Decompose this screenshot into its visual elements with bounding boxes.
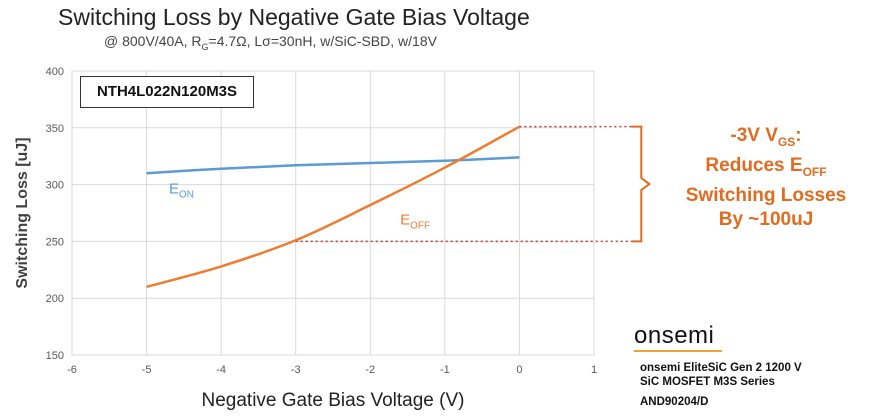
logo-underline bbox=[634, 350, 722, 352]
annotation-line-3: Switching Losses bbox=[685, 184, 847, 206]
subtitle-sub: G bbox=[201, 41, 209, 52]
y-tick-label: 300 bbox=[46, 180, 64, 192]
x-tick-label: 0 bbox=[516, 364, 522, 376]
annotation-colon: : bbox=[795, 125, 802, 146]
eoff-label-sub: OFF bbox=[410, 220, 430, 231]
x-tick-label: -1 bbox=[440, 364, 450, 376]
annotation-line-2: Reduces EOFF bbox=[676, 154, 856, 184]
annotation-callout: -3V VGS: Reduces EOFF Switching Losses B… bbox=[676, 124, 856, 232]
annotation-line-1: -3V VGS: bbox=[676, 124, 856, 154]
series-line-eoff bbox=[146, 125, 521, 289]
onsemi-logo: onsemi bbox=[634, 322, 715, 349]
y-tick-label: 400 bbox=[46, 66, 64, 78]
y-tick-label: 200 bbox=[46, 293, 64, 305]
x-tick-label: 1 bbox=[591, 364, 597, 376]
y-tick-label: 150 bbox=[46, 350, 64, 362]
x-axis-title: Negative Gate Bias Voltage (V) bbox=[202, 390, 465, 411]
annotation-eoff-sub: OFF bbox=[802, 164, 827, 179]
x-tick-label: -6 bbox=[67, 364, 77, 376]
annotation-vgs-sub: GS bbox=[777, 134, 796, 149]
series-label-eon: EON bbox=[169, 181, 194, 201]
x-tick-label: -4 bbox=[216, 364, 226, 376]
subtitle-post: =4.7Ω, Lσ=30nH, w/SiC-SBD, w/18V bbox=[208, 33, 437, 49]
plot-area-border bbox=[71, 70, 595, 356]
x-tick-label: -5 bbox=[142, 364, 152, 376]
series-label-eoff: EOFF bbox=[400, 211, 430, 231]
chart-title: Switching Loss by Negative Gate Bias Vol… bbox=[58, 4, 530, 30]
eoff-label-main: E bbox=[400, 211, 410, 228]
x-tick-label: -3 bbox=[291, 364, 301, 376]
brand-line-2: SiC MOSFET M3S Series bbox=[640, 376, 775, 388]
chart-subtitle: @ 800V/40A, RG=4.7Ω, Lσ=30nH, w/SiC-SBD,… bbox=[104, 33, 437, 52]
subtitle-pre: @ 800V/40A, R bbox=[104, 33, 202, 49]
y-tick-label: 350 bbox=[46, 123, 64, 135]
eon-label-main: E bbox=[169, 181, 179, 198]
part-number-box: NTH4L022N120M3S bbox=[80, 76, 254, 108]
y-tick-label: 250 bbox=[46, 236, 64, 248]
brace-bracket bbox=[631, 125, 651, 243]
y-axis-title: Switching Loss [uJ] bbox=[14, 137, 31, 288]
x-tick-label: -2 bbox=[365, 364, 375, 376]
annotation-reduces-text: Reduces E bbox=[705, 154, 803, 176]
eon-label-sub: ON bbox=[179, 190, 194, 201]
series-line-eon bbox=[146, 156, 520, 175]
brand-logo: onsemi bbox=[634, 322, 722, 352]
annotation-line-4: By ~100uJ bbox=[718, 208, 814, 230]
brand-line-1: onsemi EliteSiC Gen 2 1200 V bbox=[640, 362, 802, 374]
brand-line-3: AND90204/D bbox=[640, 396, 709, 408]
annotation-vgs-text: -3V V bbox=[730, 125, 778, 146]
